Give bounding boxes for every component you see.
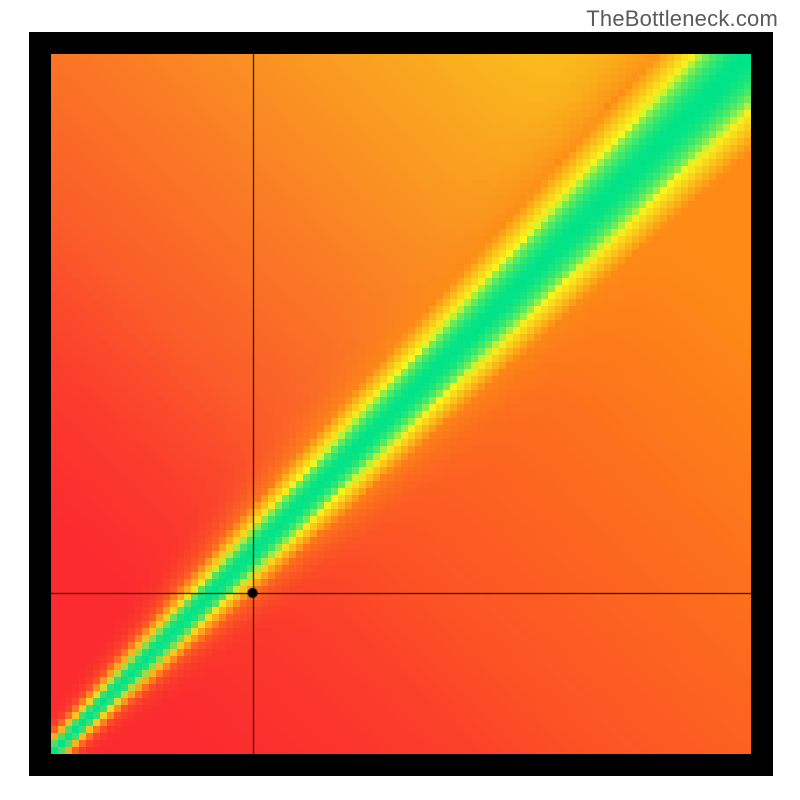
chart-container: TheBottleneck.com bbox=[0, 0, 800, 800]
watermark-text: TheBottleneck.com bbox=[586, 6, 778, 32]
crosshair-overlay bbox=[51, 54, 751, 754]
